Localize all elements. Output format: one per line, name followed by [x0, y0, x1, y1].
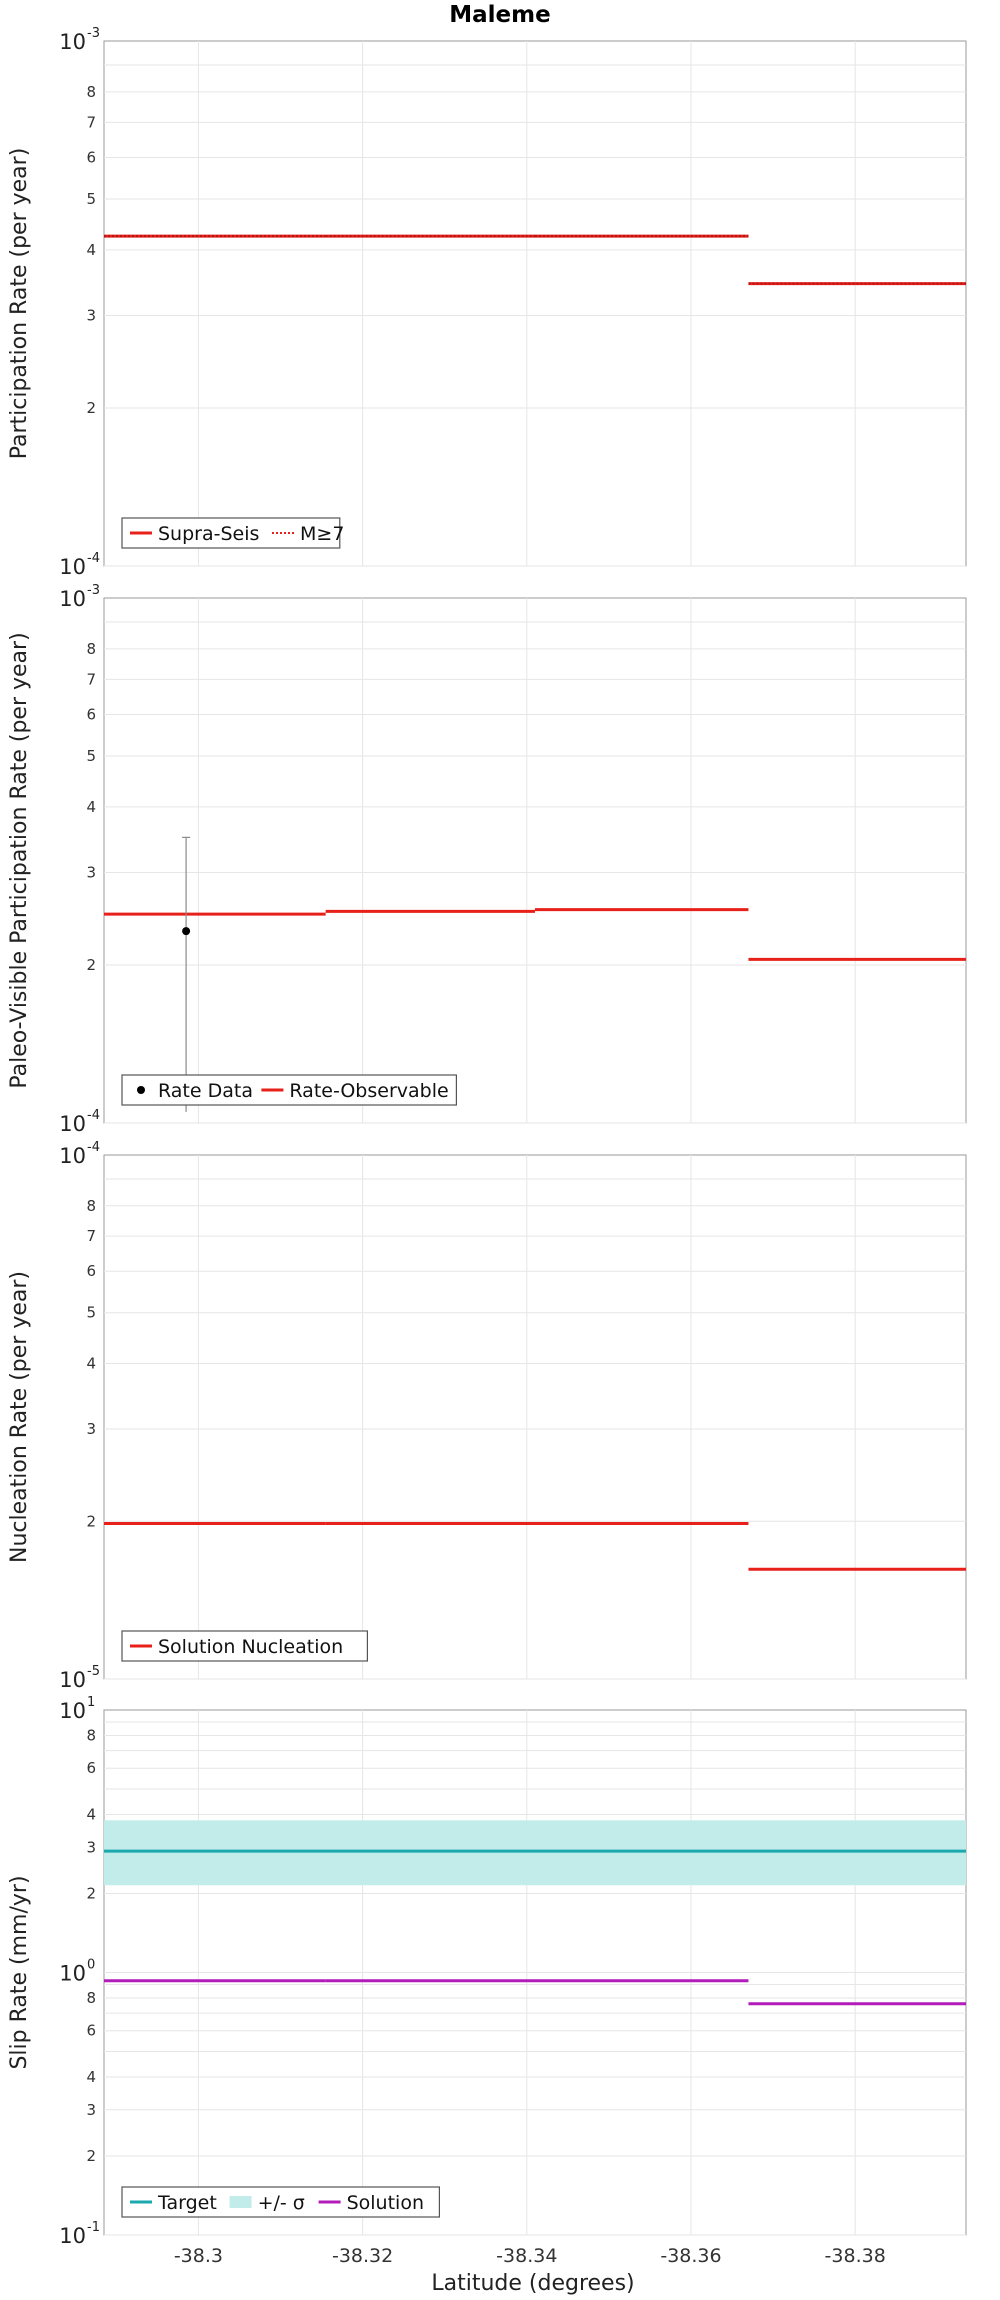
- legend-box: [121, 2186, 440, 2218]
- y-tick-label-major: 10: [59, 1112, 86, 1136]
- y-tick-exponent: -3: [87, 26, 100, 41]
- x-tick-label: -38.34: [496, 2245, 557, 2267]
- y-tick-label: 3: [86, 864, 96, 882]
- legend-box: [121, 517, 341, 549]
- y-tick-label-major: 10: [59, 1699, 86, 1723]
- legend-box: [121, 1074, 457, 1106]
- y-tick-label-major: 10: [59, 1668, 86, 1692]
- y-tick-label: 8: [86, 640, 96, 658]
- y-axis-label: Slip Rate (mm/yr): [7, 1875, 32, 2069]
- plot-area: [103, 1154, 967, 1680]
- y-tick-label-major: 10: [59, 1962, 86, 1986]
- y-tick-label: 8: [86, 1197, 96, 1215]
- y-tick-label: 7: [86, 113, 96, 131]
- y-tick-label: 8: [86, 1989, 96, 2007]
- x-axis-label: Latitude (degrees): [431, 2271, 634, 2296]
- y-tick-exponent: 1: [87, 1695, 95, 1710]
- x-tick-label: -38.32: [332, 2245, 393, 2267]
- y-tick-label-major: 10: [59, 1144, 86, 1168]
- x-tick-label: -38.3: [174, 2245, 223, 2267]
- y-tick-exponent: -3: [87, 583, 100, 598]
- y-tick-label: 8: [86, 83, 96, 101]
- legend-label: Rate Data: [158, 1080, 253, 1102]
- y-tick-label: 2: [86, 2147, 96, 2165]
- y-tick-label-major: 10: [59, 30, 86, 54]
- y-tick-label: 6: [86, 2022, 96, 2040]
- y-tick-label: 2: [86, 399, 96, 417]
- y-tick-label: 6: [86, 148, 96, 166]
- y-axis-label: Participation Rate (per year): [7, 148, 32, 460]
- legend-label: Target: [157, 2192, 217, 2214]
- plot-data: [104, 234, 966, 286]
- y-tick-label: 5: [86, 1304, 96, 1322]
- y-tick-exponent: 0: [87, 1958, 95, 1973]
- y-tick-label: 2: [86, 1512, 96, 1530]
- chart-title: Maleme: [449, 2, 550, 28]
- y-axis-label: Paleo-Visible Participation Rate (per ye…: [7, 632, 32, 1088]
- y-tick-label: 3: [86, 1838, 96, 1856]
- legend-label: M≥7: [300, 523, 344, 545]
- y-tick-exponent: -4: [87, 1108, 100, 1123]
- y-tick-label-major: 10: [59, 587, 86, 611]
- y-tick-label: 4: [86, 241, 96, 259]
- x-tick-label: -38.38: [825, 2245, 886, 2267]
- y-tick-label: 6: [86, 705, 96, 723]
- y-tick-label-major: 10: [59, 2224, 86, 2248]
- plot-area: [103, 40, 967, 567]
- plot-data: [104, 836, 966, 1112]
- plot-data: [104, 1820, 966, 2006]
- y-tick-label: 7: [86, 670, 96, 688]
- legend-label: Rate-Observable: [289, 1080, 448, 1102]
- y-tick-label: 4: [86, 798, 96, 816]
- legend-label: Solution Nucleation: [158, 1636, 343, 1658]
- y-tick-label: 2: [86, 1884, 96, 1902]
- legend: Solution Nucleation: [121, 1630, 368, 1662]
- legend-label: Solution: [347, 2192, 424, 2214]
- y-tick-label: 3: [86, 307, 96, 325]
- y-tick-label: 5: [86, 190, 96, 208]
- y-tick-exponent: -5: [87, 1664, 100, 1679]
- y-tick-label: 2: [86, 956, 96, 974]
- legend-label: Supra-Seis: [158, 523, 259, 545]
- y-tick-label: 3: [86, 2101, 96, 2119]
- y-tick-label: 7: [86, 1227, 96, 1245]
- sigma-band: [104, 1820, 966, 1886]
- y-tick-label: 4: [86, 2068, 96, 2086]
- legend: Rate Data Rate-Observable: [121, 1074, 457, 1106]
- plot-data: [104, 1522, 966, 1571]
- rate-data-point: [182, 927, 191, 936]
- y-tick-label: 6: [86, 1759, 96, 1777]
- y-tick-exponent: -4: [87, 551, 100, 566]
- legend: Target +/- σ Solution: [121, 2186, 440, 2218]
- legend: Supra-Seis M≥7: [121, 517, 344, 549]
- y-tick-label: 3: [86, 1420, 96, 1438]
- legend-box: [121, 1630, 368, 1662]
- x-axis: -38.3 -38.32 -38.34 -38.36 -38.38: [174, 2245, 886, 2267]
- legend-marker: [137, 1086, 145, 1094]
- y-tick-label: 4: [86, 1805, 96, 1823]
- plot-area: [103, 597, 967, 1124]
- y-tick-exponent: -1: [87, 2220, 100, 2235]
- y-tick-label: 4: [86, 1355, 96, 1373]
- legend-label: +/- σ: [258, 2192, 305, 2214]
- y-tick-label: 5: [86, 747, 96, 765]
- y-tick-label-major: 10: [59, 555, 86, 579]
- x-tick-label: -38.36: [660, 2245, 721, 2267]
- legend-marker: [229, 2196, 252, 2208]
- y-tick-label: 6: [86, 1262, 96, 1280]
- y-tick-exponent: -4: [87, 1140, 100, 1155]
- y-tick-label: 8: [86, 1726, 96, 1744]
- y-axis-label: Nucleation Rate (per year): [7, 1271, 32, 1563]
